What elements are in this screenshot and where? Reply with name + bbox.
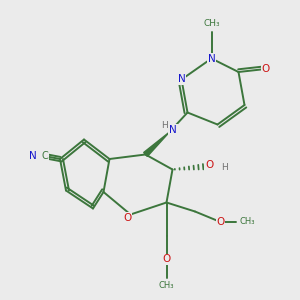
Text: CH₃: CH₃ [204, 20, 220, 28]
Text: O: O [261, 64, 270, 74]
Text: O: O [162, 254, 171, 265]
Text: CH₃: CH₃ [239, 218, 255, 226]
Text: C: C [41, 151, 48, 161]
Polygon shape [144, 132, 169, 157]
Text: O: O [205, 160, 213, 170]
Text: N: N [169, 125, 177, 135]
Text: CH₃: CH₃ [159, 281, 174, 290]
Text: N: N [178, 74, 185, 85]
Text: N: N [29, 151, 37, 161]
Text: O: O [216, 217, 225, 227]
Text: H: H [221, 164, 227, 172]
Text: H: H [161, 121, 167, 130]
Text: N: N [208, 53, 215, 64]
Text: O: O [123, 213, 132, 223]
